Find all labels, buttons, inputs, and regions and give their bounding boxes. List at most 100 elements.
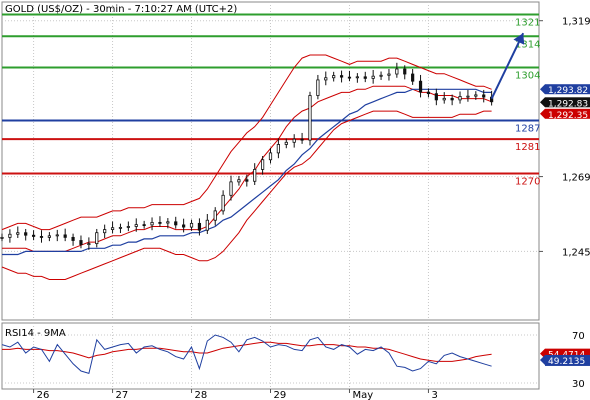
candle-body [403,68,407,75]
price-badge-pointer [540,97,545,108]
candle-body [31,234,36,237]
chart-title: GOLD (US$/OZ) - 30min - 7:10:27 AM (UTC+… [5,4,237,15]
candle-body [332,75,336,79]
candle-body [347,76,352,79]
candle-body [142,224,146,227]
y-tick-label: 1,319 [562,17,590,28]
candle-body [229,181,233,196]
candle-body [466,95,470,98]
resistance-line-label: 1314 [515,39,540,50]
candle-body [458,96,462,101]
candle-body [213,210,217,221]
candle-body [371,75,375,79]
candle-body [379,74,383,77]
candle-body [245,179,249,182]
candle-body [237,179,241,183]
candle-body [355,76,359,79]
moving-average [2,88,492,256]
candle-body [158,222,162,224]
candle-body [387,73,391,76]
rsi-y-axis: 30 70 [572,331,585,390]
rsi-grid [2,323,539,389]
candle-body [150,222,154,226]
rsi-badge [545,354,590,366]
rsi-panel: 30 70 54.471449.2135 RSI14 - 9MA [1,322,590,390]
price-badge [545,108,590,119]
candle-body [426,91,431,95]
projection-arrow [490,32,525,100]
y-tick-label: 1,269 [562,173,590,184]
x-tick-label: 27 [116,390,129,400]
candle-body [134,224,138,227]
support-line-label: 1270 [515,176,540,187]
candle-body [284,141,288,145]
price-badge-pointer [540,108,545,119]
candle-body [24,232,28,236]
candle-body [166,221,170,224]
candle-body [16,232,20,235]
candle-body [411,73,415,82]
x-tick-label: 29 [274,390,287,400]
candle-body [300,138,304,141]
rsi-line [1,334,492,375]
candle-body [418,80,423,93]
candle-body [261,159,265,170]
pivot-line-label: 1287 [515,123,540,134]
resistance-line-label: 1304 [515,70,540,81]
upper-band [1,54,492,231]
candle-body [395,68,399,75]
candle-body [363,76,367,79]
candle-body [110,227,115,230]
candle-body [450,97,454,101]
price-badge [545,84,590,95]
candle-body [87,243,91,246]
support-line-label: 1281 [515,142,540,153]
candle-body [79,240,83,245]
rsi-badge [545,348,590,360]
x-tick-label: 28 [195,390,208,400]
rsi-y-tick-label: 70 [572,331,585,342]
candle-body [268,152,273,161]
candle-body [316,79,320,96]
price-badge-label: 1,292.35 [548,111,588,121]
projection-arrowhead [513,33,525,45]
projection-line [490,32,525,100]
price-badges: 1,293.82 1,292.83 1,292.35 [540,84,590,121]
candle-body [63,234,67,238]
candle-body [324,77,328,81]
price-panel: 1321 1314 1304 1287 1281 1270 1,245 1,269 1,319… [0,1,590,321]
candle-body [0,236,4,239]
price-badge [545,97,590,108]
candle-body [189,222,194,228]
candle-body [126,226,130,228]
rsi-ma-line [2,341,492,362]
rsi-badge-label: 49.2135 [548,357,585,367]
x-axis: 26 27 28 29 May 3 [33,389,438,400]
candle-body [253,169,257,182]
price-y-axis: 1,245 1,269 1,319 [539,17,590,258]
candle-body [197,222,202,231]
price-badge-label: 1,293.82 [548,86,588,96]
rsi-badge-pointer [540,348,545,359]
rsi-y-tick-label: 30 [572,379,585,390]
candle-body [95,232,99,245]
price-badge-pointer [540,84,545,95]
candle-body [174,221,178,226]
candle-body [71,236,75,241]
candle-body [205,219,209,231]
y-tick-label: 1,245 [562,247,590,258]
candle-body [474,94,478,97]
price-levels: 1321 1314 1304 1287 1281 1270 [2,13,540,187]
candle-body [47,235,51,238]
x-tick-label: 3 [431,390,437,400]
candle-body [182,224,186,228]
resistance-line-label: 1321 [515,17,540,28]
candle-body [434,93,438,101]
candle-body [292,138,296,143]
candle-body [482,94,486,98]
rsi-badges: 54.471449.2135 [540,348,590,367]
candle-body [103,229,107,234]
rsi-title: RSI14 - 9MA [5,328,66,339]
candle-body [8,233,12,238]
